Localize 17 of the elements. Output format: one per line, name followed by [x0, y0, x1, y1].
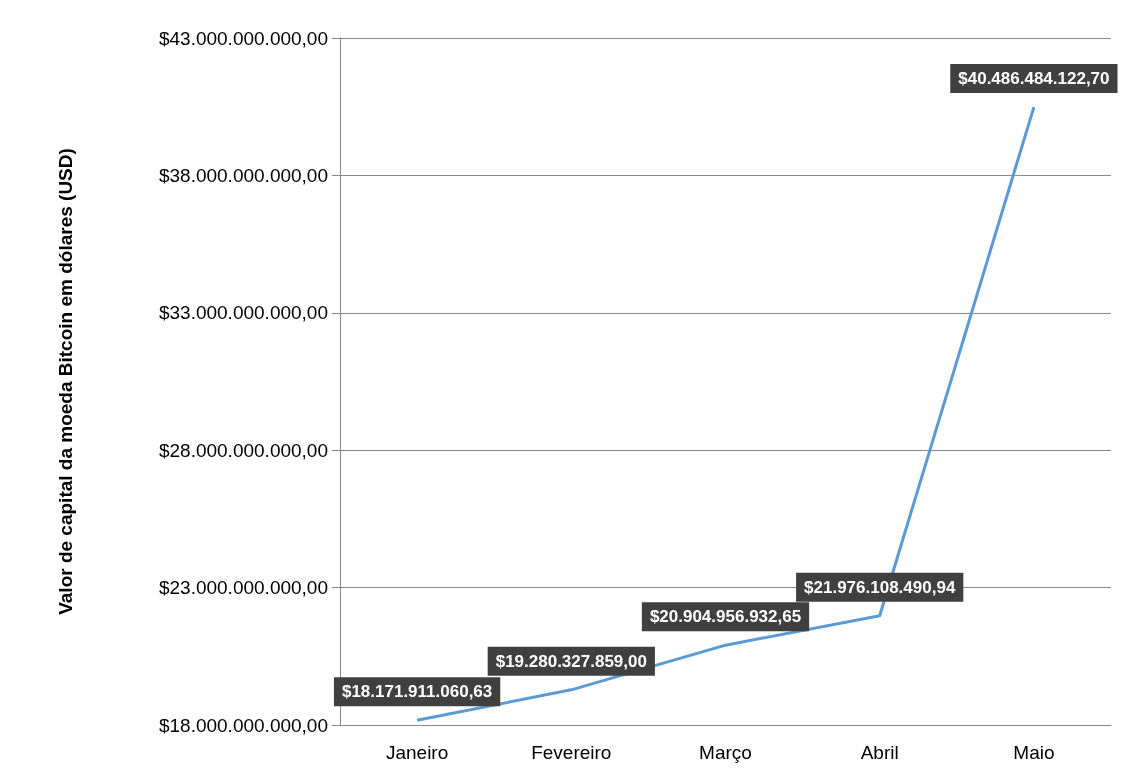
data-label: $40.486.484.122,70 — [958, 69, 1110, 89]
y-tick-label: $38.000.000.000,00 — [158, 164, 328, 186]
y-axis-title: Valor de capital da moeda Bitcoin em dólares (USD) — [55, 148, 76, 615]
data-label: $20.904.956.932,65 — [649, 607, 802, 627]
data-label: $19.280.327.859,00 — [495, 651, 647, 671]
data-label: $18.171.911.060,63 — [341, 682, 493, 702]
data-label: $21.976.108.490,94 — [804, 577, 956, 597]
y-tick-label: $43.000.000.000,00 — [158, 27, 328, 49]
y-tick-label: $18.000.000.000,00 — [158, 714, 328, 736]
x-tick-label: Abril — [860, 742, 899, 763]
x-tick-label: Janeiro — [385, 742, 449, 763]
y-tick-label: $23.000.000.000,00 — [158, 577, 328, 599]
x-tick-label: Março — [699, 742, 752, 763]
x-tick-label: Maio — [1013, 742, 1055, 763]
x-tick-label: Fevereiro — [531, 742, 612, 763]
y-tick-label: $28.000.000.000,00 — [158, 439, 328, 461]
y-tick-label: $33.000.000.000,00 — [158, 302, 328, 324]
